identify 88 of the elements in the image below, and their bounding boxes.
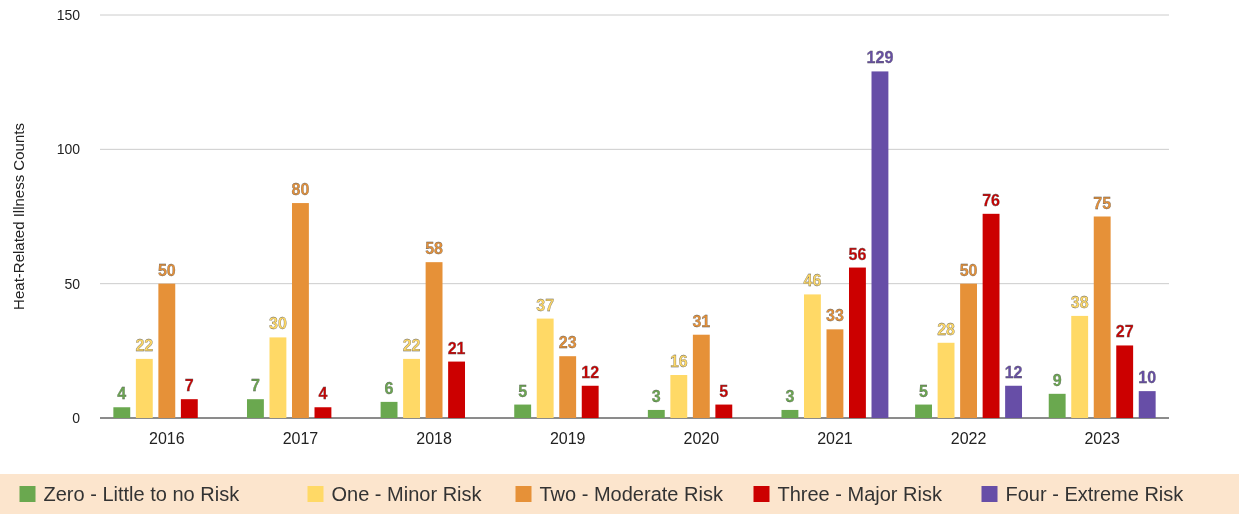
data-label: 50 [157,261,176,279]
bar [937,342,955,418]
bar [647,409,665,418]
data-label: 22 [135,336,154,354]
bar [448,361,466,418]
bar [314,407,332,418]
data-label: 5 [919,382,929,400]
data-label: 9 [1052,371,1062,389]
bar [158,283,176,418]
data-label: 56 [848,245,867,263]
bar [380,401,398,418]
bar [849,267,866,418]
bar [246,399,264,418]
bar [425,262,443,418]
data-label: 58 [425,240,444,258]
bar [559,356,577,418]
bar [960,283,977,418]
data-label: 33 [826,307,844,325]
y-tick-label: 100 [56,141,81,158]
bar [781,409,799,418]
x-tick-label: 2022 [950,430,987,447]
data-label: 3 [651,387,661,405]
data-label: 75 [1093,194,1112,212]
data-label: 16 [669,353,688,371]
data-label: 22 [402,336,421,354]
data-label: 28 [937,320,956,338]
bar [871,71,889,418]
bar [292,203,309,418]
bar [1005,385,1023,418]
y-tick-label: 0 [72,409,81,426]
bar [403,358,420,418]
data-label: 31 [692,312,711,330]
data-label: 37 [536,296,555,314]
y-axis-title: Heat-Related Illness Counts [10,123,27,310]
data-label: 4 [318,385,328,403]
x-tick-label: 2018 [416,430,452,447]
bar [1048,393,1066,418]
bar [803,294,821,418]
data-label: 12 [1004,363,1023,381]
bar [1071,315,1089,418]
data-label: 5 [518,382,528,400]
bar [1138,391,1156,418]
data-label: 46 [803,272,822,290]
bar [915,404,932,418]
data-label: 50 [959,261,978,279]
data-label: 10 [1138,369,1157,387]
x-tick-label: 2023 [1084,430,1121,447]
data-label: 7 [184,377,194,395]
data-label: 12 [581,363,600,381]
bar [692,334,710,418]
bar [826,329,844,418]
bar [113,407,131,418]
bar [180,399,198,418]
bar [514,404,532,418]
data-label: 38 [1070,293,1089,311]
data-label: 23 [558,334,577,352]
y-tick-label: 50 [64,275,81,292]
legend-label: Four - Extreme Risk [1005,483,1185,505]
data-label: 21 [447,339,466,357]
bar [1093,216,1111,418]
x-tick-label: 2020 [683,430,720,447]
legend-label: Two - Moderate Risk [539,483,724,505]
data-label: 80 [291,181,310,199]
bar [536,318,554,418]
bar [269,337,287,418]
legend-label: One - Minor Risk [331,483,483,505]
x-tick-label: 2016 [149,430,185,447]
bar [1116,345,1134,418]
x-tick-label: 2021 [817,430,853,447]
data-label: 4 [117,385,127,403]
data-label: 7 [250,377,260,395]
data-label: 76 [982,191,1001,209]
bar [715,404,733,418]
data-label: 30 [269,315,287,333]
data-label: 5 [719,382,729,400]
data-label: 129 [866,49,894,67]
legend-label: Three - Major Risk [777,483,943,505]
data-label: 3 [785,387,795,405]
y-tick-label: 150 [56,6,81,23]
bar [982,213,1000,418]
bar [135,358,153,418]
bar [581,385,599,418]
data-label: 6 [384,379,394,397]
x-tick-label: 2017 [282,430,319,447]
x-tick-label: 2019 [549,430,586,447]
legend-label: Zero - Little to no Risk [43,483,241,505]
data-label: 27 [1115,323,1134,341]
bar [670,375,688,418]
